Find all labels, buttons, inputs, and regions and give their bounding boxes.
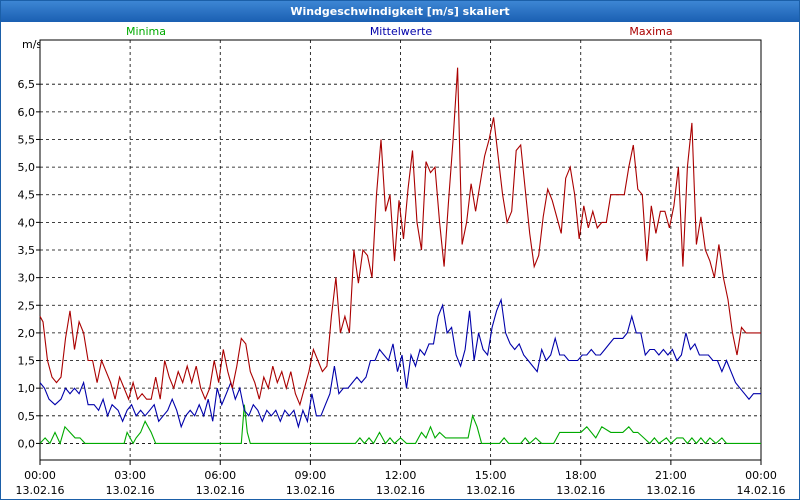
x-tick-time: 21:00 (655, 469, 687, 482)
y-tick-label: 0,5 (18, 410, 36, 423)
x-tick-time: 12:00 (385, 469, 417, 482)
y-tick-label: 4,0 (18, 216, 36, 229)
x-tick-date: 13.02.16 (556, 484, 605, 497)
chart-title: Windgeschwindigkeit [m/s] skaliert (1, 1, 799, 22)
x-tick-time: 09:00 (295, 469, 327, 482)
x-tick-time: 15:00 (475, 469, 507, 482)
y-tick-label: 2,5 (18, 299, 36, 312)
x-tick-time: 06:00 (204, 469, 236, 482)
x-tick-time: 00:00 (745, 469, 777, 482)
legend-maxima: Maxima (629, 25, 672, 38)
legend-mittelwerte: Mittelwerte (370, 25, 433, 38)
y-tick-label: 4,5 (18, 189, 36, 202)
x-tick-time: 03:00 (114, 469, 146, 482)
legend-minima: Minima (126, 25, 166, 38)
y-tick-label: 2,0 (18, 327, 36, 340)
x-tick-date: 13.02.16 (466, 484, 515, 497)
x-tick-date: 13.02.16 (376, 484, 425, 497)
x-tick-date: 13.02.16 (196, 484, 245, 497)
y-tick-label: 1,5 (18, 355, 36, 368)
y-tick-label: 3,5 (18, 244, 36, 257)
x-tick-date: 13.02.16 (646, 484, 695, 497)
x-tick-date: 13.02.16 (16, 484, 65, 497)
y-tick-label: 0,0 (18, 437, 36, 450)
y-tick-label: 6,0 (18, 106, 36, 119)
x-tick-time: 18:00 (565, 469, 597, 482)
y-tick-label: 5,5 (18, 133, 36, 146)
y-tick-label: 6,5 (18, 78, 36, 91)
series-line-mittelwerte (39, 297, 761, 429)
y-axis-label: m/s (22, 38, 42, 51)
y-tick-label: 3,0 (18, 272, 36, 285)
series-line-minima (39, 404, 761, 445)
x-tick-date: 13.02.16 (106, 484, 155, 497)
y-tick-label: 1,0 (18, 382, 36, 395)
x-tick-time: 00:00 (24, 469, 56, 482)
x-tick-date: 14.02.16 (737, 484, 786, 497)
y-tick-label: 5,0 (18, 161, 36, 174)
x-tick-date: 13.02.16 (286, 484, 335, 497)
series-line-maxima (39, 67, 761, 407)
